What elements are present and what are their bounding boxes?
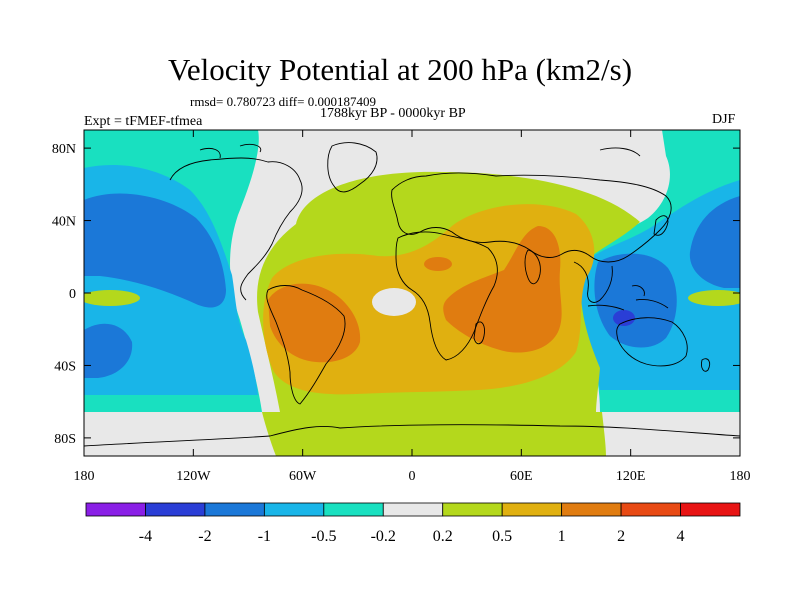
region-neg-strong-indonesia — [594, 253, 677, 348]
coast-madagascar — [473, 321, 485, 345]
season-label: DJF — [712, 112, 736, 127]
colorbar-swatch — [85, 502, 146, 517]
colorbar: -4 -2 -1 -0.5 -0.2 0.2 0.5 1 2 4 — [85, 502, 741, 545]
region-neg-strong-east-lobe — [689, 196, 740, 288]
coast-new-zealand — [701, 358, 711, 372]
y-tick-label: 40S — [54, 359, 76, 374]
region-neg-strong-west-lobe — [84, 193, 226, 308]
x-tick-label: 180 — [74, 469, 95, 484]
x-tick-label: 0 — [409, 469, 416, 484]
colorbar-swatch — [204, 502, 265, 517]
y-tick-label: 80S — [54, 432, 76, 447]
region-pos-weak-pacific-east — [688, 290, 740, 306]
colorbar-label: -4 — [139, 528, 152, 545]
region-pos-strong-sahara — [424, 257, 452, 271]
region-neutral-atlantic — [372, 288, 416, 316]
coast-europe-asia — [391, 172, 672, 263]
axes: 180 120W 60W 0 60E 120E 180 80N 40N 0 40S 80S — [52, 130, 751, 484]
region-neg-strong-south-pacific — [84, 323, 133, 378]
colorbar-swatch — [442, 502, 503, 517]
coast-antarctica — [84, 424, 740, 447]
colorbar-label: -1 — [258, 528, 271, 545]
colorbar-swatch — [561, 502, 622, 517]
colorbar-label: -2 — [198, 528, 211, 545]
colorbar-swatch — [680, 502, 741, 517]
coast-india — [524, 249, 541, 285]
colorbar-label: 4 — [677, 528, 685, 545]
y-tick-label: 80N — [52, 142, 76, 157]
region-pos-strong-east-africa — [443, 226, 562, 353]
coastlines — [84, 142, 740, 447]
region-pos-weak-southern-ocean — [290, 400, 590, 456]
colorbar-label: -0.2 — [371, 528, 396, 545]
coast-africa — [395, 231, 498, 361]
region-pos-weak-pacific-west — [84, 290, 140, 306]
colorbar-swatch — [501, 502, 563, 517]
chart-title: Velocity Potential at 200 hPa (km2/s) — [167, 52, 633, 87]
colorbar-label: 0.5 — [492, 528, 512, 545]
coast-japan — [653, 215, 669, 236]
y-tick-label: 0 — [69, 287, 76, 302]
coast-arctic-islands — [199, 143, 641, 159]
coast-indonesia — [587, 285, 669, 311]
colorbar-label: -0.5 — [311, 528, 336, 545]
coast-greenland — [327, 142, 378, 193]
colorbar-swatch — [382, 502, 444, 517]
x-tick-label: 60E — [510, 469, 533, 484]
experiment-label: Expt = tFMEF-tfmea — [84, 114, 203, 129]
coast-south-america — [266, 285, 346, 405]
colorbar-label: 2 — [617, 528, 625, 545]
coast-north-america — [169, 157, 303, 301]
region-pos-weak-antarctic-edge-east — [590, 412, 606, 456]
period-subtitle: 1788kyr BP - 0000kyr BP — [320, 106, 466, 121]
x-tick-label: 120E — [616, 469, 646, 484]
region-neg-core-timor — [613, 310, 635, 326]
colorbar-label: 1 — [558, 528, 566, 545]
colorbar-swatch — [323, 502, 384, 517]
coast-southeast-asia — [573, 261, 613, 303]
colorbar-swatch — [145, 502, 206, 517]
colorbar-swatch — [263, 502, 325, 517]
map-field — [84, 130, 740, 456]
coast-australia — [616, 317, 688, 367]
stats-label: rmsd= 0.780723 diff= 0.000187409 — [190, 94, 376, 109]
x-tick-label: 120W — [176, 469, 211, 484]
x-tick-label: 60W — [289, 469, 317, 484]
y-tick-label: 40N — [52, 215, 76, 230]
x-tick-label: 180 — [730, 469, 751, 484]
colorbar-label: 0.2 — [433, 528, 453, 545]
colorbar-swatch — [620, 502, 681, 517]
region-pos-strong-south-america — [268, 283, 361, 363]
